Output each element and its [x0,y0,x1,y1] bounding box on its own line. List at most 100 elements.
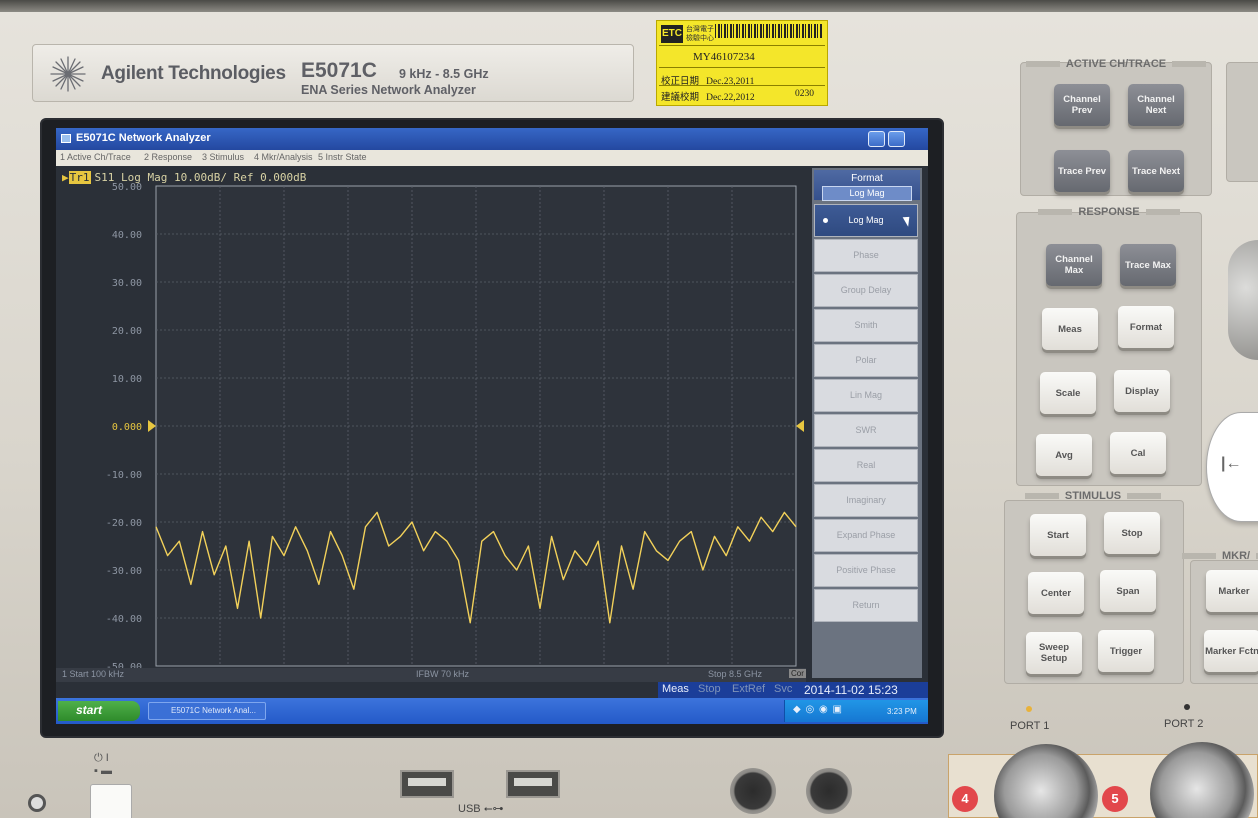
cal-key[interactable]: Cal [1110,432,1166,474]
softkey-label: Group Delay [840,285,892,295]
sweep-status-row: 1 Start 100 kHz IFBW 70 kHz Stop 8.5 GHz… [56,668,806,682]
menu-stimulus[interactable]: 3 Stimulus [202,152,245,162]
start-key[interactable]: Start [1030,514,1086,556]
restore-button[interactable] [868,131,885,147]
port1-connector[interactable] [994,744,1098,818]
start-button[interactable]: start [58,701,140,721]
tray-clock: 3:23 PM [887,707,917,716]
softkey-imaginary[interactable]: Imaginary [814,484,918,517]
usb-port-2[interactable] [506,770,560,798]
power-button[interactable] [90,784,132,818]
y-tick-label: -30.00 [106,566,142,577]
tray-icons[interactable]: ◆ ◎ ◉ ▣ [793,704,843,715]
y-tick-label: 30.00 [112,278,142,289]
softkey-log-mag[interactable]: Log Mag [814,204,918,237]
step-back-icon: |← [1221,455,1242,472]
rotary-knob[interactable] [1228,240,1258,360]
channel-next-key[interactable]: Channel Next [1128,84,1184,126]
side-jack[interactable] [28,794,46,812]
menu-instr-state[interactable]: 5 Instr State [318,152,367,162]
brand-name: Agilent Technologies [101,63,286,84]
softkey-label: Imaginary [846,495,886,505]
port2-badge: 5 [1102,786,1128,812]
taskbar-app-item[interactable]: E5071C Network Anal... [148,702,266,720]
span-key[interactable]: Span [1100,570,1156,612]
sweep-setup-key[interactable]: Sweep Setup [1026,632,1082,674]
stop-key[interactable]: Stop [1104,512,1160,554]
marker-fctn-key[interactable]: Marker Fctn [1204,630,1258,672]
center-key[interactable]: Center [1028,572,1084,614]
marker-key[interactable]: Marker [1206,570,1258,612]
scale-key[interactable]: Scale [1040,372,1096,414]
softkey-expand-phase[interactable]: Expand Phase [814,519,918,552]
window-title: E5071C Network Analyzer [76,132,211,144]
ref-marker-right-icon [796,420,804,432]
instrument-status-bar: Meas Stop ExtRef Svc 2014-11-02 15:23 [658,682,928,698]
menu-mkr-analysis[interactable]: 4 Mkr/Analysis [254,152,313,162]
usb-icon: ⭠⊶ [483,803,504,815]
usb-port-1[interactable] [400,770,454,798]
power-symbol-icon: ⏻ I ▪ ▬ [94,752,112,777]
response-label: RESPONSE [992,206,1226,218]
windows-taskbar: start E5071C Network Anal... ◆ ◎ ◉ ▣ 3:2… [56,698,928,724]
softkey-real[interactable]: Real [814,449,918,482]
start-freq: 1 Start 100 kHz [62,669,125,679]
format-key[interactable]: Format [1118,306,1174,348]
softkey-return[interactable]: Return [814,589,918,622]
avg-key[interactable]: Avg [1036,434,1092,476]
ref-marker-left-icon [148,420,156,432]
probe-power-jack-1[interactable] [730,768,776,814]
stop-freq: Stop 8.5 GHz [708,669,763,679]
y-tick-label: 50.00 [112,182,142,193]
usb-label: USB ⭠⊶ [458,803,504,815]
trace-header[interactable]: ▶Tr1 S11 Log Mag 10.00dB/ Ref 0.000dB [62,171,306,184]
analyzer-screen: E5071C Network Analyzer 1 Active Ch/Trac… [56,128,928,724]
softkey-lin-mag[interactable]: Lin Mag [814,379,918,412]
menu-active-ch-trace[interactable]: 1 Active Ch/Trace [60,152,131,162]
adjacent-group [1226,62,1258,182]
softmenu-current: Log Mag [822,186,912,201]
navigation-key-cluster[interactable]: |← [1206,412,1258,522]
y-tick-label: -20.00 [106,518,142,529]
channel-max-key[interactable]: Channel Max [1046,244,1102,286]
softkey-label: Positive Phase [836,565,896,575]
trace-max-key[interactable]: Trace Max [1120,244,1176,286]
port2-connector[interactable] [1150,742,1254,818]
sticker-code: 0230 [795,89,814,99]
menu-response[interactable]: 2 Response [144,152,193,162]
maximize-button[interactable] [888,131,905,147]
barcode-icon [715,24,823,38]
softkey-smith[interactable]: Smith [814,309,918,342]
softkey-label: Lin Mag [849,390,883,400]
trace-next-key[interactable]: Trace Next [1128,150,1184,192]
status-svc: Svc [774,683,793,695]
port1-led [1026,706,1032,712]
softkey-label: Polar [855,355,877,365]
stimulus-label: STIMULUS [980,490,1206,502]
meas-key[interactable]: Meas [1042,308,1098,350]
y-tick-label: 40.00 [112,230,142,241]
softkey-label: Return [852,600,880,610]
softkey-positive-phase[interactable]: Positive Phase [814,554,918,587]
taskbar-item-2[interactable] [270,703,342,719]
channel-prev-key[interactable]: Channel Prev [1054,84,1110,126]
softkey-group-delay[interactable]: Group Delay [814,274,918,307]
trace-header-text: S11 Log Mag 10.00dB/ Ref 0.000dB [94,171,307,184]
softkey-polar[interactable]: Polar [814,344,918,377]
s11-plot: 50.00 40.00 30.00 20.00 10.00 0.000 -10.00 -20.… [106,182,804,670]
trigger-key[interactable]: Trigger [1098,630,1154,672]
menubar: 1 Active Ch/Trace 2 Response 3 Stimulus … [56,150,928,166]
softmenu-title: Format Log Mag [814,170,920,201]
ifbw: IFBW 70 kHz [416,669,470,679]
softkey-label: Smith [854,320,878,330]
display-key[interactable]: Display [1114,370,1170,412]
trace-prev-key[interactable]: Trace Prev [1054,150,1110,192]
status-meas: Meas [662,683,689,695]
probe-power-jack-2[interactable] [806,768,852,814]
softkey-swr[interactable]: SWR [814,414,918,447]
top-edge [0,0,1258,12]
sticker-rule [659,85,825,86]
port2-led [1184,704,1190,710]
sticker-serial: MY46107234 [693,51,755,63]
softkey-phase[interactable]: Phase [814,239,918,272]
